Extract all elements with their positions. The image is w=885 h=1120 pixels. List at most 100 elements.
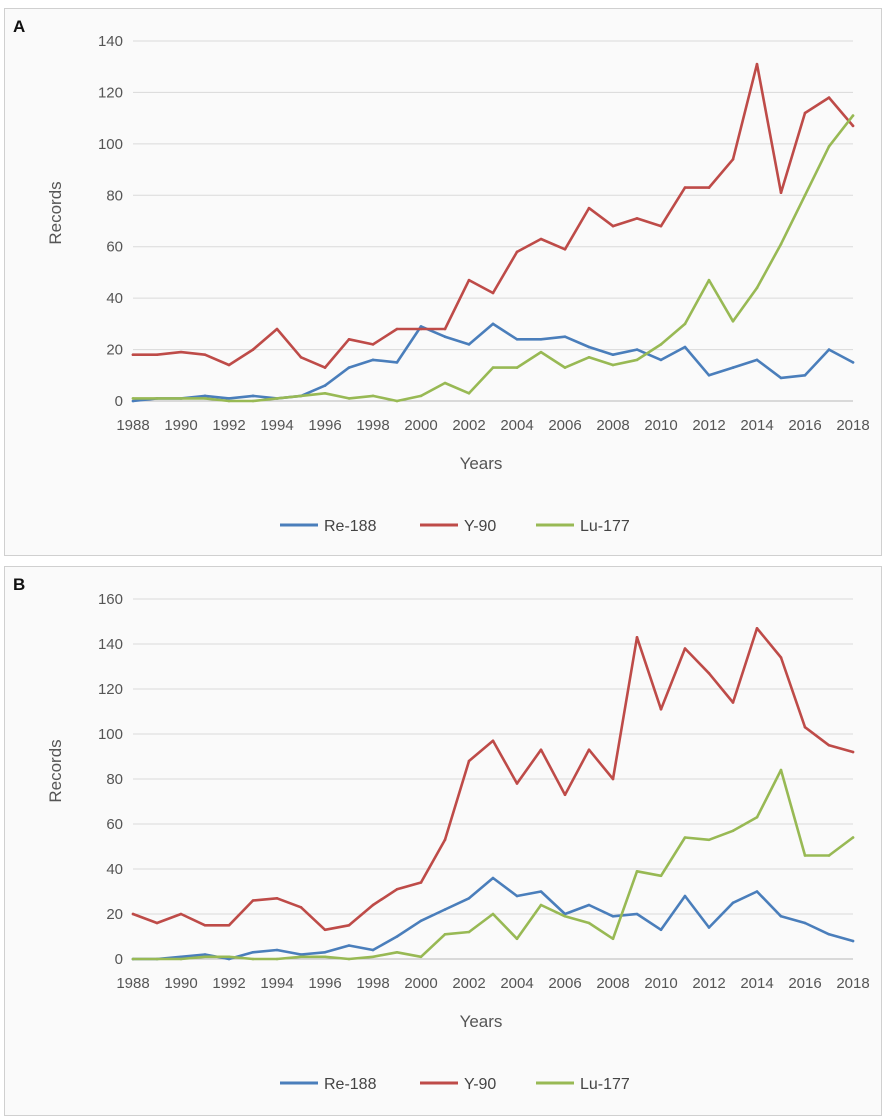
data-point-re-188	[347, 944, 351, 947]
y-axis-title: Records	[46, 739, 65, 802]
data-point-lu-177	[251, 957, 255, 961]
data-point-re-188	[827, 348, 831, 351]
data-point-y-90	[563, 793, 567, 797]
data-point-re-188	[203, 953, 207, 956]
y-tick-label: 140	[98, 636, 123, 653]
data-point-lu-177	[347, 957, 351, 961]
data-point-lu-177	[179, 957, 183, 961]
data-point-lu-177	[251, 399, 255, 403]
data-point-re-188	[851, 939, 855, 943]
data-point-re-188	[323, 950, 327, 954]
data-point-y-90	[179, 912, 183, 916]
data-point-re-188	[659, 928, 663, 932]
x-tick-label: 2002	[452, 975, 485, 992]
data-point-y-90	[659, 707, 663, 711]
data-point-re-188	[587, 345, 591, 349]
data-point-lu-177	[659, 874, 663, 878]
x-tick-label: 2010	[644, 417, 677, 434]
data-point-lu-177	[443, 932, 447, 936]
data-point-lu-177	[803, 193, 807, 197]
panel-label: B	[13, 575, 26, 594]
data-point-re-188	[539, 337, 543, 341]
data-point-lu-177	[827, 854, 831, 857]
data-point-lu-177	[491, 366, 495, 369]
data-point-re-188	[731, 366, 735, 369]
data-point-lu-177	[659, 343, 663, 346]
data-point-re-188	[419, 325, 423, 328]
data-point-lu-177	[611, 363, 615, 367]
data-point-re-188	[611, 353, 615, 357]
data-point-re-188	[203, 394, 207, 398]
data-point-y-90	[731, 701, 735, 704]
data-point-lu-177	[803, 854, 807, 857]
y-tick-label: 60	[106, 816, 123, 833]
data-point-lu-177	[395, 950, 399, 954]
data-point-y-90	[563, 247, 567, 251]
data-point-y-90	[323, 928, 327, 932]
data-point-re-188	[347, 366, 351, 369]
data-point-y-90	[419, 327, 423, 331]
data-point-lu-177	[755, 815, 759, 819]
data-point-re-188	[563, 335, 567, 339]
x-tick-label: 1990	[164, 975, 197, 992]
data-point-lu-177	[587, 355, 591, 359]
panel-label: A	[13, 17, 26, 36]
data-point-lu-177	[275, 957, 279, 961]
data-point-y-90	[275, 327, 279, 331]
data-point-re-188	[731, 901, 735, 905]
y-tick-label: 60	[106, 239, 123, 256]
y-tick-label: 100	[98, 136, 123, 153]
data-point-lu-177	[299, 955, 303, 959]
data-point-y-90	[731, 157, 735, 161]
data-point-re-188	[395, 935, 399, 938]
data-point-re-188	[635, 348, 639, 351]
x-axis-title: Years	[460, 454, 503, 473]
data-point-y-90	[827, 743, 831, 747]
data-point-y-90	[851, 124, 855, 128]
data-point-lu-177	[563, 366, 567, 369]
x-tick-label: 1998	[356, 417, 389, 434]
data-point-lu-177	[683, 836, 687, 839]
data-point-re-188	[467, 896, 471, 900]
data-point-re-188	[371, 948, 375, 952]
y-tick-label: 40	[106, 290, 123, 307]
data-point-y-90	[347, 337, 351, 341]
data-point-re-188	[299, 953, 303, 956]
data-point-re-188	[419, 919, 423, 923]
data-point-y-90	[515, 250, 519, 254]
data-point-y-90	[131, 353, 135, 357]
data-point-lu-177	[131, 957, 135, 961]
data-point-re-188	[443, 908, 447, 911]
data-point-lu-177	[539, 903, 543, 907]
data-point-re-188	[395, 361, 399, 364]
legend-label-lu-177: Lu-177	[580, 518, 630, 535]
data-point-y-90	[443, 838, 447, 842]
data-point-y-90	[443, 327, 447, 331]
data-point-lu-177	[467, 930, 471, 934]
data-point-lu-177	[539, 350, 543, 354]
data-point-y-90	[659, 224, 663, 228]
series-line-re-188	[131, 322, 855, 403]
data-point-y-90	[179, 350, 183, 354]
data-point-re-188	[491, 322, 495, 326]
data-point-lu-177	[179, 397, 183, 400]
x-tick-label: 2018	[836, 417, 869, 434]
data-point-y-90	[299, 905, 303, 909]
legend-label-re-188: Re-188	[324, 1076, 377, 1093]
data-point-lu-177	[203, 397, 207, 400]
data-point-lu-177	[851, 114, 855, 117]
data-point-lu-177	[419, 394, 423, 398]
data-point-y-90	[587, 748, 591, 752]
data-point-lu-177	[515, 366, 519, 369]
series-line-re-188	[131, 876, 855, 961]
data-point-y-90	[851, 750, 855, 754]
data-point-y-90	[539, 237, 543, 241]
data-point-y-90	[323, 366, 327, 369]
x-tick-label: 2014	[740, 417, 773, 434]
data-point-lu-177	[323, 955, 327, 959]
data-point-lu-177	[467, 391, 471, 395]
data-point-lu-177	[827, 145, 831, 148]
x-tick-label: 2016	[788, 417, 821, 434]
data-point-lu-177	[131, 397, 135, 400]
data-point-lu-177	[419, 955, 423, 959]
